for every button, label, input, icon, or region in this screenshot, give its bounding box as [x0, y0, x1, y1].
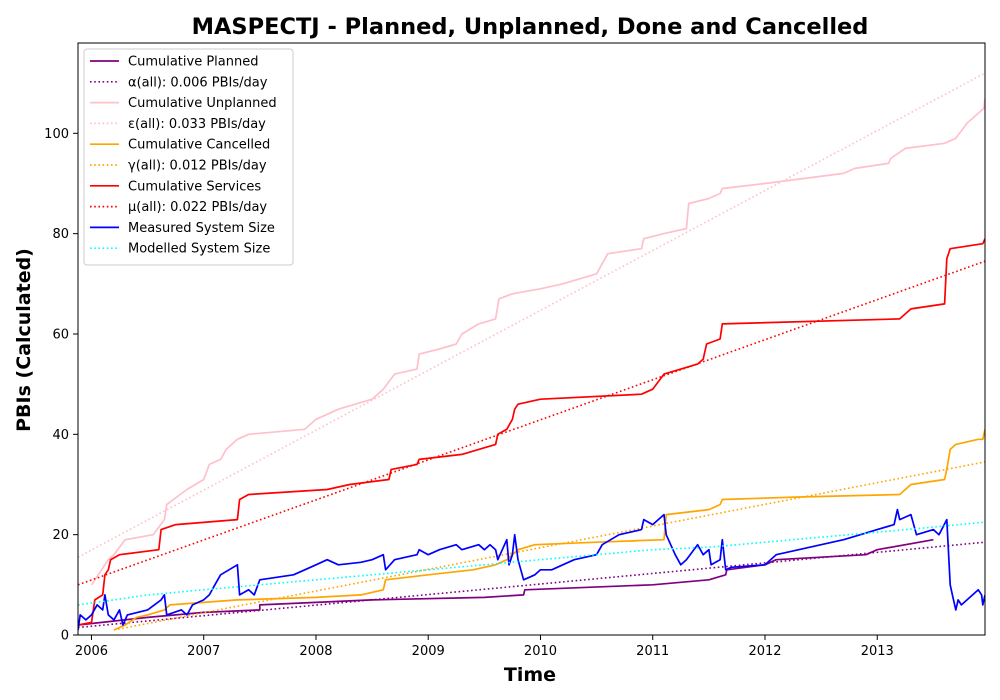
- series-line-8: [78, 508, 985, 631]
- y-axis-label: PBIs (Calculated): [13, 248, 35, 432]
- legend-label-3: ε(all): 0.033 PBIs/day: [128, 117, 266, 132]
- series-line-2: [90, 98, 985, 586]
- y-tick-label: 20: [52, 528, 69, 543]
- legend-label-7: μ(all): 0.022 PBIs/day: [128, 200, 267, 215]
- x-axis-ticks: 2006 2007 2008 2009 2010 2011 2012 2013: [75, 635, 894, 659]
- x-tick-label: 2006: [75, 644, 108, 659]
- x-tick-label: 2008: [299, 644, 332, 659]
- x-tick-label: 2007: [187, 644, 220, 659]
- series-line-4: [113, 429, 985, 631]
- legend-label-0: Cumulative Planned: [128, 55, 258, 70]
- series-line-7: [78, 260, 985, 586]
- y-tick-label: 0: [61, 629, 69, 644]
- y-tick-label: 40: [52, 428, 69, 443]
- series-line-0: [78, 538, 934, 626]
- legend: Cumulative Planned α(all): 0.006 PBIs/day…: [83, 48, 294, 266]
- legend-label-2: Cumulative Unplanned: [128, 96, 277, 111]
- legend-label-1: α(all): 0.006 PBIs/day: [128, 75, 268, 90]
- y-tick-label: 60: [52, 327, 69, 342]
- x-axis-label: Time: [504, 664, 556, 686]
- x-tick-label: 2013: [861, 644, 894, 659]
- series-line-6: [78, 238, 985, 626]
- x-tick-label: 2010: [524, 644, 557, 659]
- plot-area: [77, 42, 986, 636]
- legend-label-8: Measured System Size: [128, 221, 275, 236]
- legend-label-6: Cumulative Services: [128, 179, 261, 194]
- legend-label-5: γ(all): 0.012 PBIs/day: [128, 159, 267, 174]
- series-line-5: [113, 461, 985, 631]
- x-tick-label: 2011: [636, 644, 669, 659]
- legend-label-9: Modelled System Size: [128, 242, 270, 257]
- series-group: [78, 72, 985, 631]
- legend-label-4: Cumulative Cancelled: [128, 138, 270, 153]
- series-line-1: [78, 541, 985, 629]
- chart-title: MASPECTJ - Planned, Unplanned, Done and …: [192, 14, 869, 40]
- plot-frame: [77, 42, 986, 636]
- y-axis-ticks: 0 20 40 60 80 100: [44, 127, 78, 644]
- y-tick-label: 80: [52, 227, 69, 242]
- x-tick-label: 2009: [412, 644, 445, 659]
- y-tick-label: 100: [44, 127, 69, 142]
- x-tick-label: 2012: [748, 644, 781, 659]
- legend-box: [83, 48, 294, 266]
